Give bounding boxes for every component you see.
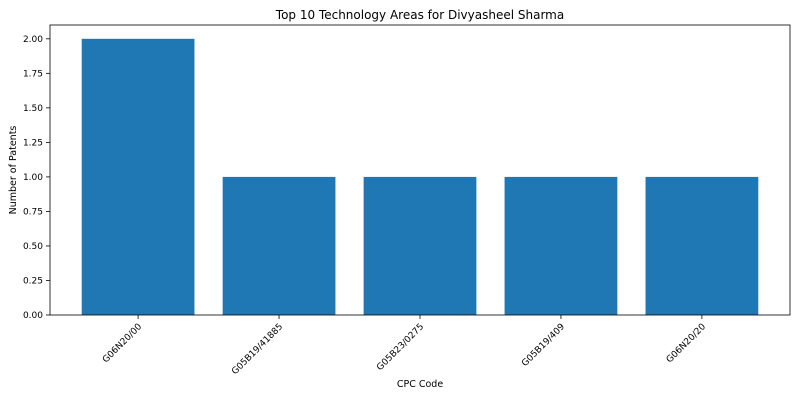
bar-1: [223, 177, 336, 315]
y-tick-label: 2.00: [23, 35, 43, 45]
y-tick-label: 0.50: [23, 242, 43, 252]
y-axis: 0.00 0.25 0.50 0.75 1.00 1.25 1.50 1.75 2.00: [23, 35, 50, 321]
chart-title: Top 10 Technology Areas for Divyasheel S…: [275, 8, 564, 22]
y-axis-label: Number of Patents: [8, 126, 19, 215]
y-tick-label: 1.25: [23, 138, 43, 148]
x-tick-label: G06N20/20: [665, 322, 708, 365]
y-tick-label: 0.25: [23, 276, 43, 286]
y-tick-label: 1.50: [23, 104, 43, 114]
y-tick-label: 1.00: [23, 173, 43, 183]
y-tick-label: 1.75: [23, 69, 43, 79]
bars-group: [82, 39, 759, 315]
x-tick-label: G05B19/41885: [230, 322, 285, 377]
x-tick-label: G05B23/0275: [375, 322, 426, 373]
x-tick-label: G06N20/00: [101, 322, 144, 365]
x-axis-label: CPC Code: [397, 379, 443, 390]
x-axis: G06N20/00 G05B19/41885 G05B23/0275 G05B19/4…: [101, 315, 708, 377]
bar-4: [646, 177, 759, 315]
x-tick-label: G05B19/409: [520, 322, 567, 369]
bar-0: [82, 39, 195, 315]
y-tick-label: 0.75: [23, 207, 43, 217]
y-tick-label: 0.00: [23, 311, 43, 321]
bar-2: [364, 177, 477, 315]
bar-3: [505, 177, 618, 315]
